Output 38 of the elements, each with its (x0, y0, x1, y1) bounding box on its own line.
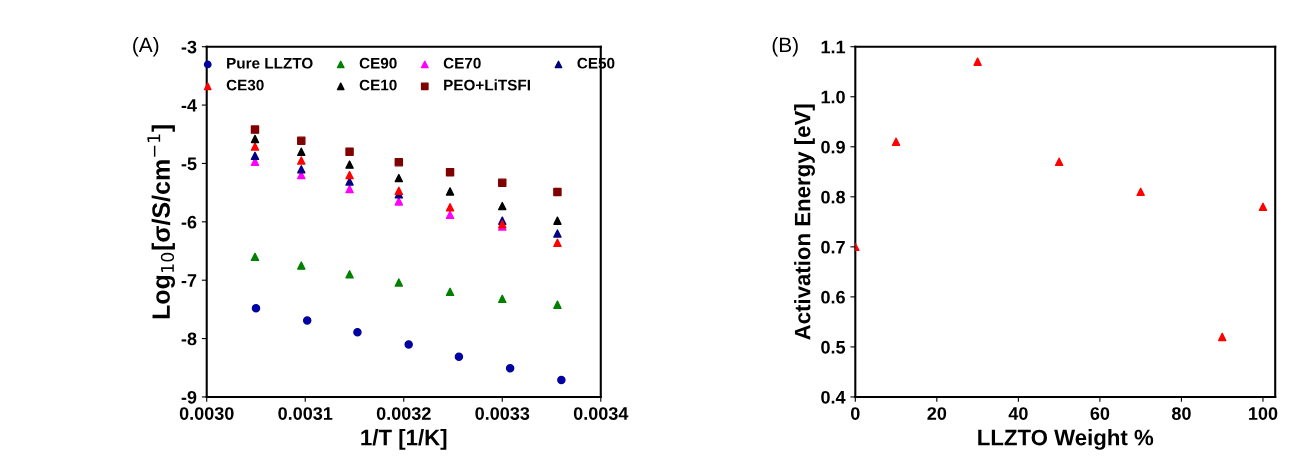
text: (A) (133, 36, 159, 57)
y-tick-label: -6 (181, 215, 197, 229)
y-tick-label: -9 (181, 390, 197, 404)
y-tick-label: 0.8 (821, 190, 846, 204)
legend-label: PEO+LiTSFI (444, 79, 530, 91)
x-axis-title: 1/T [1/K] (361, 429, 447, 450)
y-tick-label: 0.6 (821, 290, 845, 304)
x-tick-label: 20 (927, 407, 947, 420)
x-tick-label: 0.0031 (278, 407, 333, 420)
x-tick-label: 80 (1171, 407, 1191, 420)
y-tick-label: 0.9 (821, 140, 845, 154)
y-tick-label: -5 (181, 157, 197, 171)
y-axis-title: Activation Energy [eV] (794, 104, 815, 340)
y-axis-title: Log$_{10}$[σ/S/cm$^{−1}$] (147, 125, 176, 319)
legend-label: CE90 (359, 57, 397, 69)
y-tick-label: 0.7 (821, 240, 845, 254)
x-tick-label: 60 (1090, 407, 1110, 420)
y-tick-label: -8 (181, 332, 197, 346)
x-tick-label: 0.0030 (179, 407, 234, 420)
x-tick-label: 0.0034 (573, 407, 629, 420)
x-tick-label: 0 (851, 407, 860, 420)
y-tick-label: -3 (181, 40, 197, 54)
x-tick-label: 0.0033 (475, 407, 530, 420)
y-tick-label: 1.1 (821, 40, 846, 54)
x-tick-label: 0.0032 (376, 407, 431, 420)
y-tick-label: -7 (181, 274, 197, 287)
y-tick-label: 0.4 (821, 390, 846, 404)
legend-label: CE30 (226, 79, 264, 91)
legend-label: CE10 (359, 79, 397, 91)
text: (B) (772, 36, 798, 57)
y-tick-label: -4 (181, 99, 197, 112)
x-tick-label: 40 (1008, 407, 1028, 420)
legend-label: CE70 (443, 57, 481, 69)
x-axis-title: LLZTO Weight % (978, 429, 1154, 450)
legend-label: Pure LLZTO (227, 57, 313, 69)
y-tick-label: 0.5 (821, 340, 846, 354)
y-tick-label: 1.0 (821, 90, 845, 104)
x-tick-label: 100 (1249, 407, 1278, 420)
